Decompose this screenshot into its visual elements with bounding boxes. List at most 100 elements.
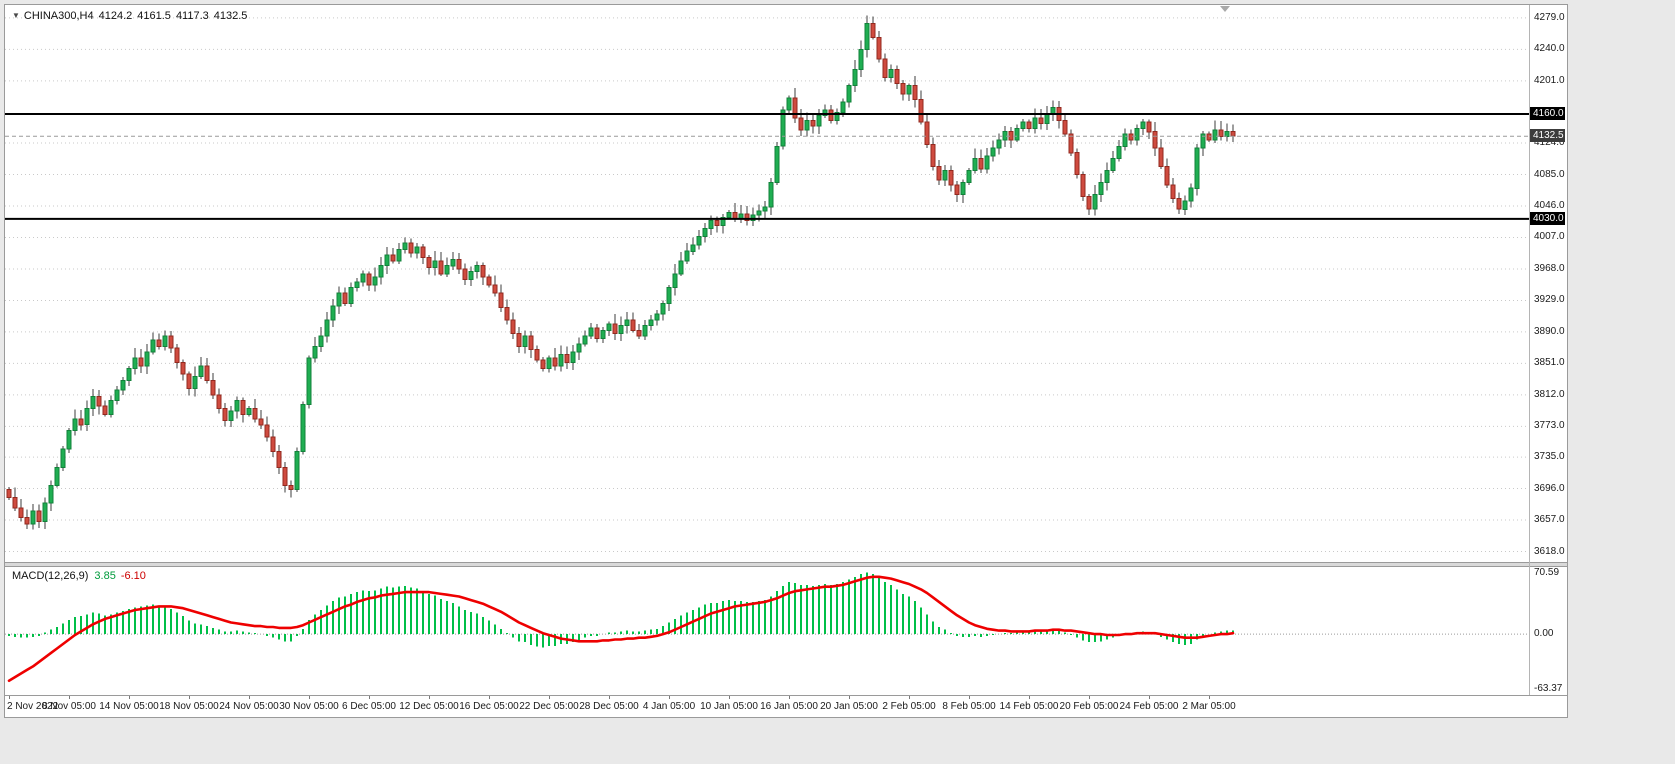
time-axis-tick <box>249 696 250 699</box>
candle-body <box>180 362 186 375</box>
candle-body <box>648 319 654 326</box>
candle-body <box>234 400 240 412</box>
candle-body <box>372 276 378 286</box>
price-scale[interactable]: 4279.0 4240.0 4201.0 4124.0 4085.0 4046.0 4007… <box>1530 5 1566 562</box>
price-scale-label: 4007.0 <box>1534 231 1565 243</box>
candle-body <box>192 375 198 389</box>
pane-splitter[interactable] <box>5 562 1567 567</box>
time-axis-label: 4 Jan 05:00 <box>642 701 696 712</box>
candle-body <box>816 115 822 127</box>
level-price-box: 4160.0 <box>1530 106 1565 120</box>
candle-body <box>96 396 102 407</box>
time-axis-tick <box>69 696 70 699</box>
candle-body <box>378 265 384 278</box>
candle-body <box>744 213 750 222</box>
candle-body <box>330 305 336 321</box>
candle-body <box>522 335 528 347</box>
time-axis-label: 28 Dec 05:00 <box>579 701 639 712</box>
candle-body <box>252 408 258 420</box>
candle-body <box>438 260 444 275</box>
candle-body <box>1104 170 1110 184</box>
candle-body <box>618 325 624 335</box>
candle-body <box>60 448 66 469</box>
candle-body <box>1170 184 1176 200</box>
chart-title: ▼ CHINA300,H4 4124.2 4161.5 4117.3 4132.5 <box>12 10 247 22</box>
candle-body <box>1068 133 1074 154</box>
time-axis-label: 16 Jan 05:00 <box>760 701 818 712</box>
candle-body <box>414 246 420 254</box>
price-scale-label: 3618.0 <box>1534 545 1565 557</box>
level-price-box: 4030.0 <box>1530 211 1565 225</box>
time-axis-label: 8 Nov 05:00 <box>42 701 96 712</box>
candle-body <box>780 109 786 147</box>
candle-body <box>900 82 906 95</box>
candle-body <box>354 281 360 289</box>
candlestick-chart[interactable] <box>5 5 1529 562</box>
candle-body <box>300 404 306 452</box>
candle-body <box>216 394 222 410</box>
ohlc-close-value: 4132.5 <box>213 10 248 22</box>
candle-body <box>1188 187 1194 202</box>
candle-body <box>462 268 468 280</box>
symbol-dropdown-icon[interactable]: ▼ <box>12 11 20 20</box>
candle-body <box>348 287 354 305</box>
candle-body <box>942 170 948 181</box>
candle-body <box>18 507 24 519</box>
candle-body <box>1062 119 1068 135</box>
candle-body <box>528 335 534 351</box>
candle-body <box>474 265 480 272</box>
candle-body <box>1032 117 1038 129</box>
macd-main-value: 3.85 <box>94 570 116 582</box>
candle-body <box>852 69 858 87</box>
candle-body <box>198 365 204 377</box>
candle-body <box>630 319 636 331</box>
candle-body <box>1230 131 1236 137</box>
time-axis-label: 18 Nov 05:00 <box>159 701 219 712</box>
candle-body <box>12 496 18 509</box>
time-axis-tick <box>309 696 310 699</box>
candle-body <box>930 144 936 167</box>
time-axis[interactable]: 2 Nov 2022 8 Nov 05:00 14 Nov 05:00 18 Nov … <box>5 695 1567 717</box>
candle-body <box>54 467 60 486</box>
candle-body <box>828 109 834 121</box>
time-axis-tick <box>429 696 430 699</box>
candle-body <box>840 101 846 113</box>
candle-body <box>306 357 312 406</box>
candle-body <box>36 510 42 523</box>
candle-body <box>600 329 606 339</box>
candle-body <box>822 109 828 117</box>
time-axis-tick <box>789 696 790 699</box>
price-scale-label: 3773.0 <box>1534 420 1565 432</box>
ohlc-open-value: 4124.2 <box>98 10 133 22</box>
candle-body <box>1200 133 1206 149</box>
candle-body <box>966 170 972 184</box>
candle-body <box>168 335 174 349</box>
candle-body <box>606 323 612 331</box>
candle-body <box>570 351 576 364</box>
candle-body <box>1128 133 1134 141</box>
macd-signal-line <box>7 575 1235 682</box>
candle-body <box>1020 121 1026 130</box>
chart-shift-marker-icon[interactable] <box>1220 6 1230 12</box>
time-axis-tick <box>1209 696 1210 699</box>
candle-body <box>804 119 810 131</box>
time-axis-tick <box>909 696 910 699</box>
candle-body <box>960 182 966 196</box>
candle-body <box>42 502 48 523</box>
candle-body <box>132 357 138 369</box>
candle-body <box>624 319 630 326</box>
candle-body <box>1152 131 1158 149</box>
candle-body <box>48 484 54 504</box>
current-price-box: 4132.5 <box>1530 129 1565 143</box>
macd-indicator-pane[interactable] <box>5 567 1529 695</box>
time-axis-label: 2 Mar 05:00 <box>1182 701 1236 712</box>
time-axis-tick <box>1149 696 1150 699</box>
macd-scale[interactable]: 70.59 0.00 -63.37 <box>1530 567 1566 695</box>
candle-body <box>798 117 804 131</box>
candle-body <box>636 329 642 337</box>
candle-body <box>156 339 162 347</box>
candle-body <box>762 206 768 212</box>
price-scale-label: 3812.0 <box>1534 388 1565 400</box>
macd-scale-label: -63.37 <box>1534 683 1563 694</box>
candle-body <box>756 210 762 216</box>
